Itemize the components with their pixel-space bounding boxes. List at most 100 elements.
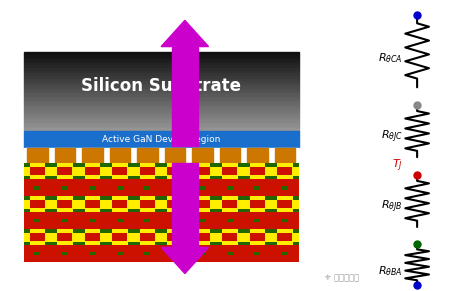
Bar bbox=[24, 209, 29, 212]
Bar bbox=[161, 245, 189, 262]
Bar bbox=[24, 94, 299, 97]
Text: ⚜ 射频百花源: ⚜ 射频百花源 bbox=[324, 273, 359, 282]
Bar bbox=[100, 229, 106, 233]
Bar bbox=[85, 233, 100, 241]
Bar bbox=[265, 229, 271, 233]
Bar bbox=[24, 105, 299, 107]
Bar bbox=[24, 120, 299, 123]
Bar bbox=[112, 200, 128, 208]
Bar bbox=[73, 163, 79, 166]
Bar bbox=[271, 242, 277, 245]
Bar bbox=[265, 176, 271, 180]
Text: Silicon Substrate: Silicon Substrate bbox=[81, 77, 241, 95]
Bar bbox=[189, 245, 216, 262]
Bar bbox=[106, 180, 134, 196]
Text: $R_{θBA}$: $R_{θBA}$ bbox=[378, 264, 403, 278]
Bar bbox=[271, 176, 277, 180]
Bar bbox=[134, 163, 139, 166]
Bar bbox=[161, 229, 167, 233]
Bar bbox=[57, 233, 73, 241]
Bar bbox=[195, 200, 210, 208]
Bar bbox=[51, 163, 57, 166]
Bar bbox=[244, 196, 271, 212]
Bar bbox=[172, 47, 198, 146]
Bar bbox=[195, 233, 210, 241]
Bar bbox=[51, 242, 57, 245]
Bar bbox=[219, 148, 240, 163]
Bar bbox=[293, 176, 299, 180]
Bar bbox=[200, 186, 205, 189]
Bar bbox=[24, 196, 29, 200]
Bar bbox=[24, 110, 299, 113]
Bar bbox=[79, 196, 106, 212]
Bar bbox=[271, 212, 299, 229]
Bar bbox=[106, 229, 112, 233]
Bar bbox=[172, 186, 178, 189]
Bar bbox=[24, 113, 299, 115]
Bar bbox=[85, 167, 100, 175]
Bar bbox=[271, 229, 277, 233]
Bar bbox=[244, 242, 249, 245]
Bar bbox=[238, 176, 244, 180]
Bar bbox=[189, 163, 216, 180]
Bar bbox=[24, 86, 299, 89]
Bar bbox=[24, 55, 299, 58]
Bar bbox=[189, 196, 216, 212]
Bar bbox=[216, 209, 222, 212]
Text: $R_{θCA}$: $R_{θCA}$ bbox=[378, 51, 403, 65]
Bar bbox=[24, 89, 299, 92]
Bar bbox=[222, 167, 237, 175]
Bar bbox=[155, 176, 161, 180]
Bar bbox=[200, 219, 205, 223]
Bar bbox=[222, 233, 237, 241]
Bar bbox=[216, 196, 244, 212]
Bar bbox=[79, 196, 84, 200]
Bar bbox=[24, 196, 51, 212]
Bar bbox=[106, 163, 134, 180]
Bar bbox=[145, 252, 150, 255]
Bar bbox=[24, 63, 299, 65]
Bar bbox=[161, 163, 167, 166]
Bar bbox=[145, 186, 150, 189]
Bar bbox=[161, 209, 167, 212]
Bar bbox=[172, 219, 178, 223]
Bar bbox=[24, 68, 299, 71]
Bar bbox=[51, 196, 79, 212]
Bar bbox=[216, 245, 244, 262]
Bar bbox=[161, 163, 189, 180]
Bar bbox=[128, 242, 134, 245]
Bar bbox=[244, 209, 249, 212]
Bar bbox=[106, 163, 112, 166]
Bar bbox=[189, 209, 194, 212]
Bar bbox=[282, 219, 288, 223]
Bar bbox=[24, 118, 299, 120]
Bar bbox=[155, 229, 161, 233]
Bar bbox=[238, 196, 244, 200]
Bar bbox=[24, 123, 299, 126]
Bar bbox=[109, 148, 130, 163]
Bar bbox=[24, 84, 299, 86]
Bar bbox=[57, 167, 73, 175]
Bar bbox=[271, 196, 299, 212]
Bar bbox=[189, 176, 194, 180]
Bar bbox=[134, 229, 161, 245]
Bar bbox=[244, 229, 271, 245]
Bar bbox=[30, 233, 45, 241]
Bar bbox=[161, 242, 167, 245]
Bar bbox=[167, 200, 182, 208]
Bar bbox=[134, 180, 161, 196]
Bar bbox=[134, 196, 161, 212]
Bar bbox=[24, 100, 299, 102]
Bar bbox=[79, 242, 84, 245]
Bar bbox=[62, 219, 68, 223]
Bar bbox=[46, 176, 51, 180]
Bar bbox=[155, 209, 161, 212]
Bar bbox=[30, 200, 45, 208]
Bar bbox=[134, 245, 161, 262]
Bar bbox=[167, 233, 182, 241]
Bar bbox=[293, 209, 299, 212]
Bar bbox=[128, 196, 134, 200]
Bar bbox=[46, 229, 51, 233]
Bar bbox=[216, 163, 222, 166]
Bar bbox=[210, 176, 216, 180]
